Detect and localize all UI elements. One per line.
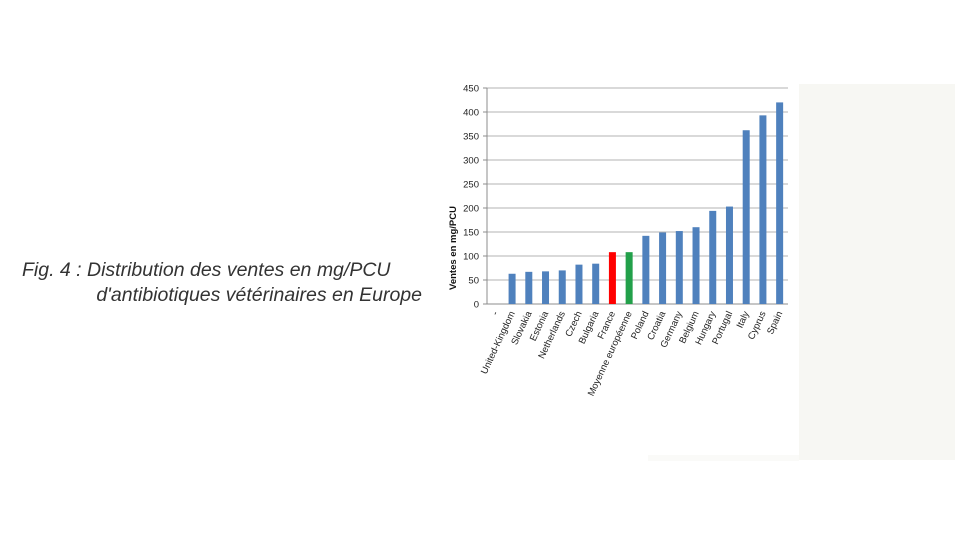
bar-belgium <box>692 227 700 304</box>
y-tick-label: 350 <box>463 132 479 143</box>
y-tick-label: 50 <box>468 276 479 287</box>
y-tick-label: 250 <box>463 180 479 191</box>
y-tick-label: 300 <box>463 156 479 167</box>
x-axis-tick-labels: -United-KingdomSlovakiaEstoniaNetherland… <box>479 309 785 398</box>
bar-netherlands <box>558 270 566 304</box>
bar-moyenne-europ-enne <box>625 252 633 304</box>
caption-line-2: d'antibiotiques vétérinaires en Europe <box>96 284 422 306</box>
bar-bulgaria <box>592 263 600 304</box>
bar-czech <box>575 264 583 304</box>
y-tick-label: 400 <box>463 108 479 119</box>
side-panel-edge <box>648 455 799 461</box>
bar-cyprus <box>759 115 767 304</box>
bar-estonia <box>542 271 550 304</box>
bar-spain <box>776 102 784 305</box>
bar-italy <box>742 130 750 304</box>
bar-slovakia <box>525 271 533 304</box>
bar-chart: 0 50 100 150 200 250 300 350 400 450 -United-King… <box>448 84 788 398</box>
bar-france <box>608 252 616 304</box>
x-tick-label: - <box>490 310 501 318</box>
y-tick-label: 150 <box>463 228 479 239</box>
bar-portugal <box>725 206 733 304</box>
bar-united-kingdom <box>508 273 516 304</box>
bar-croatia <box>659 232 667 304</box>
figure-caption: Fig. 4 : Distribution des ventes en mg/P… <box>18 258 428 308</box>
x-tick-label: Spain <box>765 310 785 337</box>
bar-germany <box>675 231 683 304</box>
gridlines <box>487 87 788 305</box>
bars <box>508 102 784 305</box>
bar-poland <box>642 235 650 304</box>
caption-line-1: Fig. 4 : Distribution des ventes en mg/P… <box>22 259 391 281</box>
side-panel <box>799 84 955 460</box>
y-tick-label: 450 <box>463 84 479 95</box>
y-tick-label: 0 <box>474 300 479 311</box>
y-tick-label: 200 <box>463 204 479 215</box>
x-tick-label: Italy <box>735 309 752 330</box>
y-tick-label: 100 <box>463 252 479 263</box>
bar-hungary <box>709 210 717 304</box>
y-axis-ticks: 0 50 100 150 200 250 300 350 400 450 <box>463 84 488 311</box>
y-axis-title: Ventes en mg/PCU <box>448 206 459 290</box>
